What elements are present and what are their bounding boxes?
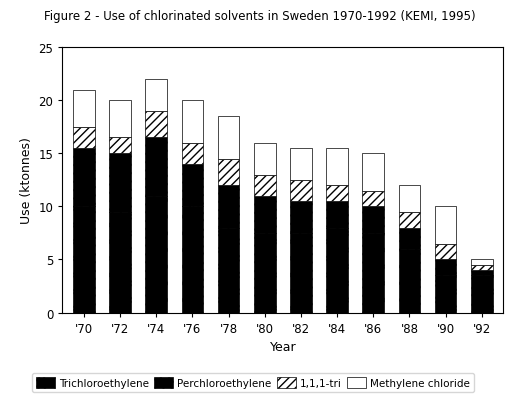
Bar — [73, 149, 95, 207]
Bar — [471, 260, 493, 265]
Bar — [326, 228, 348, 313]
Bar — [471, 270, 493, 276]
Bar — [326, 186, 348, 202]
Bar — [435, 276, 456, 313]
Bar — [218, 117, 239, 159]
Bar — [254, 196, 276, 233]
Bar — [110, 138, 131, 154]
Bar — [182, 144, 203, 164]
Text: Figure 2 - Use of chlorinated solvents in Sweden 1970-1992 (KEMI, 1995): Figure 2 - Use of chlorinated solvents i… — [44, 10, 475, 23]
Bar — [290, 149, 312, 180]
Bar — [254, 144, 276, 175]
Bar — [435, 260, 456, 276]
Bar — [362, 154, 384, 191]
Bar — [326, 149, 348, 186]
Bar — [73, 207, 95, 313]
Bar — [362, 207, 384, 233]
Bar — [182, 164, 203, 207]
Bar — [145, 138, 167, 196]
Bar — [73, 128, 95, 149]
Bar — [290, 233, 312, 313]
Bar — [471, 265, 493, 270]
Bar — [182, 101, 203, 144]
Bar — [399, 186, 420, 212]
Bar — [326, 202, 348, 228]
Bar — [435, 244, 456, 260]
Bar — [254, 233, 276, 313]
Bar — [110, 101, 131, 138]
Bar — [218, 228, 239, 313]
Y-axis label: Use (ktonnes): Use (ktonnes) — [20, 137, 33, 224]
Bar — [73, 91, 95, 128]
Legend: Trichloroethylene, Perchloroethylene, 1,1,1-tri, Methylene chloride: Trichloroethylene, Perchloroethylene, 1,… — [32, 373, 474, 392]
Bar — [110, 154, 131, 212]
Bar — [145, 111, 167, 138]
X-axis label: Year: Year — [269, 340, 296, 353]
Bar — [471, 276, 493, 313]
Bar — [218, 159, 239, 186]
Bar — [399, 212, 420, 228]
Bar — [254, 175, 276, 196]
Bar — [182, 207, 203, 313]
Bar — [110, 212, 131, 313]
Bar — [362, 191, 384, 207]
Bar — [399, 228, 420, 249]
Bar — [399, 249, 420, 313]
Bar — [218, 186, 239, 228]
Bar — [362, 233, 384, 313]
Bar — [145, 80, 167, 111]
Bar — [435, 207, 456, 244]
Bar — [290, 202, 312, 233]
Bar — [290, 180, 312, 202]
Bar — [145, 196, 167, 313]
